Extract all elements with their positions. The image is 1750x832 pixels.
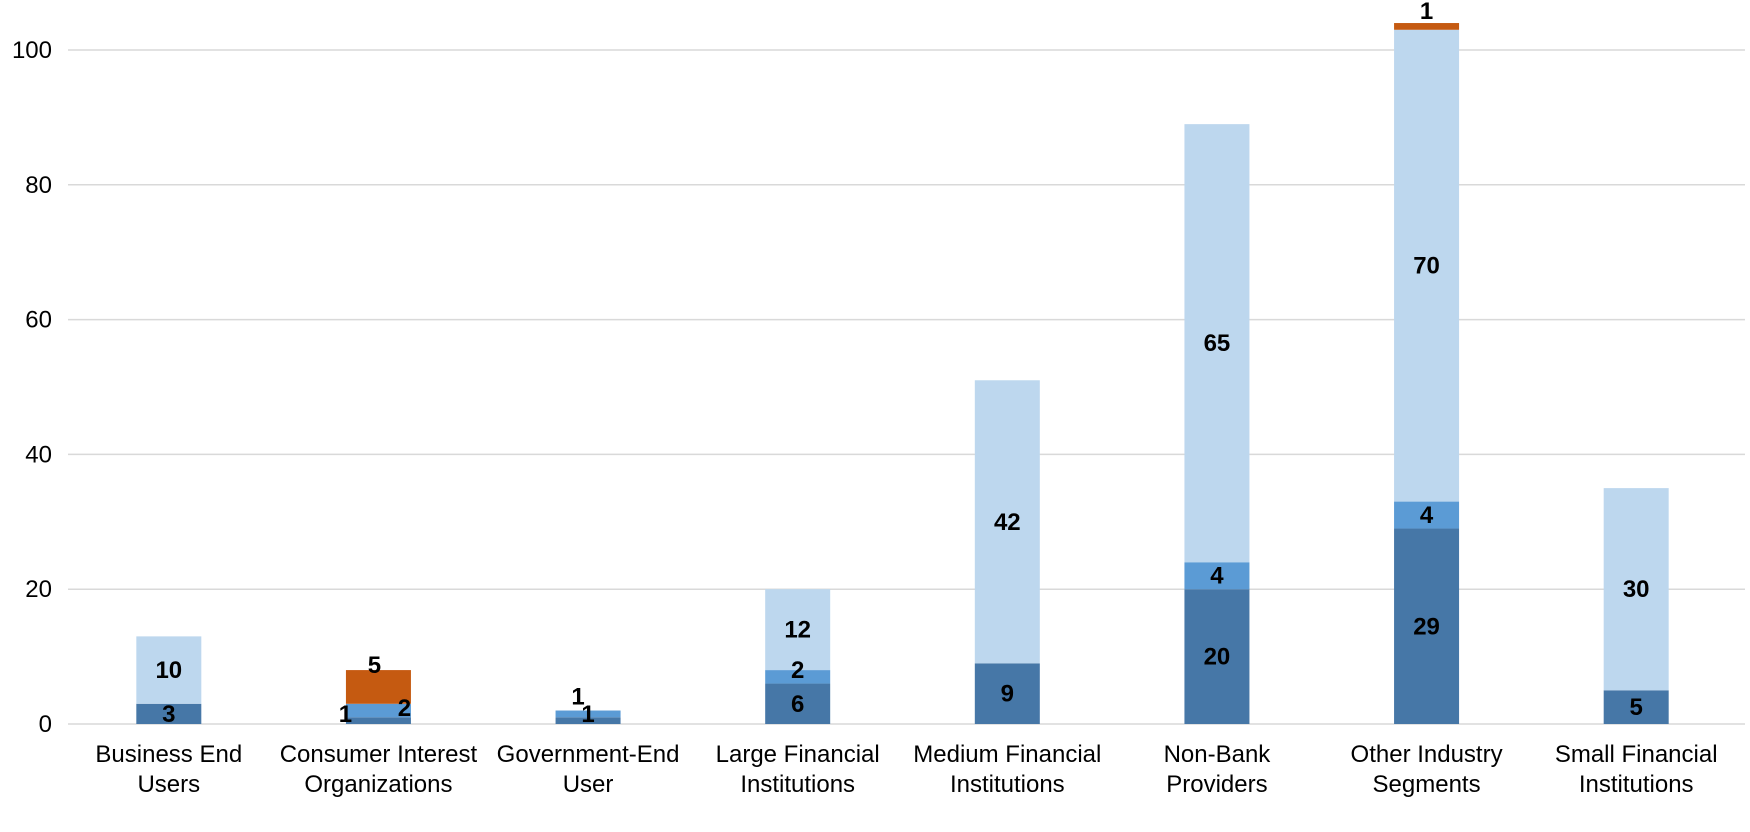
- data-label-series2-6: 4: [1420, 502, 1434, 529]
- data-label-series3-7: 30: [1623, 576, 1650, 603]
- bar-segment-series1-2: [555, 717, 621, 724]
- data-label-series1-3: 6: [791, 691, 804, 718]
- x-category-label-5: Non-Bank Providers: [1164, 741, 1272, 798]
- data-label-series1-1: 1: [339, 701, 352, 728]
- bar-segment-series3-0: [136, 636, 202, 704]
- bar-segment-series1-3: [765, 683, 831, 724]
- data-label-series2-3: 2: [791, 657, 804, 684]
- x-category-label-2: Government-End User: [497, 741, 680, 798]
- data-label-series1-6: 29: [1413, 613, 1440, 640]
- data-label-series2-1: 2: [398, 695, 411, 722]
- data-label-series3-0: 10: [155, 657, 182, 684]
- bar-segment-series3-5: [1184, 124, 1250, 563]
- y-tick-label-40: 40: [25, 441, 52, 468]
- bar-segment-series1-5: [1184, 589, 1250, 724]
- data-label-series3-3: 12: [784, 617, 811, 644]
- x-category-label-3: Large Financial Institutions: [716, 741, 880, 798]
- y-tick-label-60: 60: [25, 307, 52, 334]
- bar-segment-series1-7: [1603, 690, 1669, 724]
- x-category-label-0: Business End Users: [95, 741, 242, 798]
- y-tick-label-80: 80: [25, 172, 52, 199]
- data-label-series3-4: 42: [994, 509, 1021, 536]
- y-tick-label-0: 0: [39, 711, 52, 738]
- data-label-series4-6: 1: [1420, 0, 1433, 25]
- bar-segment-series3-3: [765, 589, 831, 671]
- data-label-series3-5: 65: [1204, 330, 1231, 357]
- x-axis-category-labels: Business End Users Consumer Interest Organi…: [95, 741, 1717, 798]
- x-category-label-7: Small Financial Institutions: [1555, 741, 1718, 798]
- y-tick-label-20: 20: [25, 576, 52, 603]
- bar-segment-series2-6: [1394, 501, 1460, 529]
- bar-segment-series2-3: [765, 670, 831, 684]
- data-label-series1-0: 3: [162, 701, 175, 728]
- bar-segment-series4-1: [345, 670, 411, 704]
- bar-segment-series2-1: [345, 703, 411, 718]
- bar-segment-series1-6: [1394, 528, 1460, 724]
- bar-segment-series3-4: [974, 380, 1040, 664]
- bar-segment-series3-6: [1394, 29, 1460, 502]
- data-label-series4-1: 5: [368, 652, 381, 679]
- bar-segment-series1-4: [974, 663, 1040, 724]
- data-label-series1-5: 20: [1204, 644, 1231, 671]
- bars: [136, 23, 1669, 724]
- y-axis-tick-labels: 0 20 40 60 80 100: [12, 37, 52, 738]
- bar-segment-series4-6: [1394, 23, 1460, 30]
- x-category-label-1: Consumer Interest Organizations: [280, 741, 478, 798]
- bar-segment-series1-0: [136, 703, 202, 724]
- bar-segment-series2-5: [1184, 562, 1250, 590]
- bar-segment-series3-7: [1603, 488, 1669, 691]
- bar-segment-series2-2: [555, 710, 621, 718]
- x-category-label-4: Medium Financial Institutions: [913, 741, 1101, 798]
- x-category-label-6: Other Industry Segments: [1351, 741, 1503, 798]
- bar-segment-series1-1: [345, 717, 411, 724]
- gridlines: [68, 49, 1745, 725]
- data-label-series1-2: 1: [581, 701, 594, 728]
- data-label-series2-2: 1: [571, 684, 584, 711]
- data-label-series1-4: 9: [1001, 681, 1014, 708]
- y-tick-label-100: 100: [12, 37, 52, 64]
- data-label-series2-5: 4: [1210, 563, 1224, 590]
- data-label-series1-7: 5: [1630, 694, 1643, 721]
- data-label-series3-6: 70: [1413, 253, 1440, 280]
